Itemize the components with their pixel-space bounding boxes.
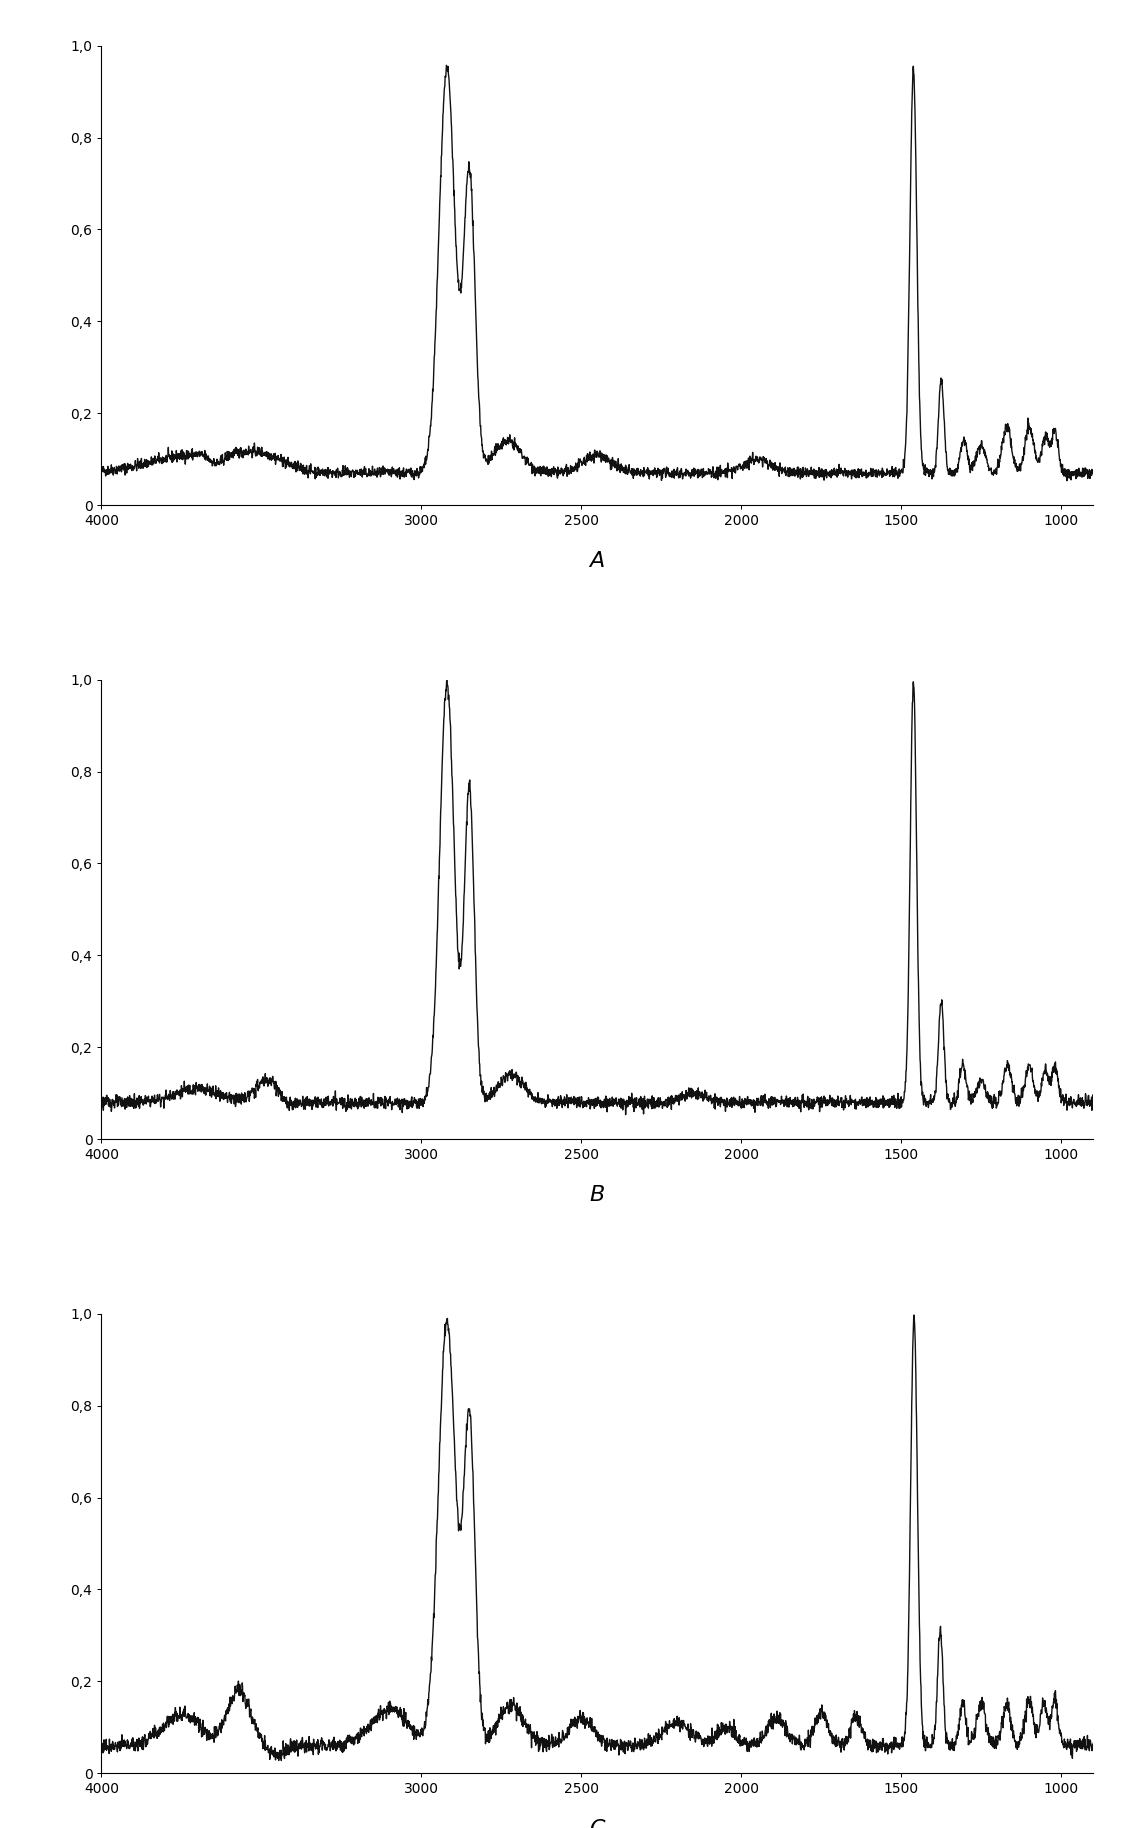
- Text: A: A: [589, 550, 605, 570]
- Text: B: B: [589, 1185, 605, 1205]
- Text: C: C: [589, 1819, 605, 1828]
